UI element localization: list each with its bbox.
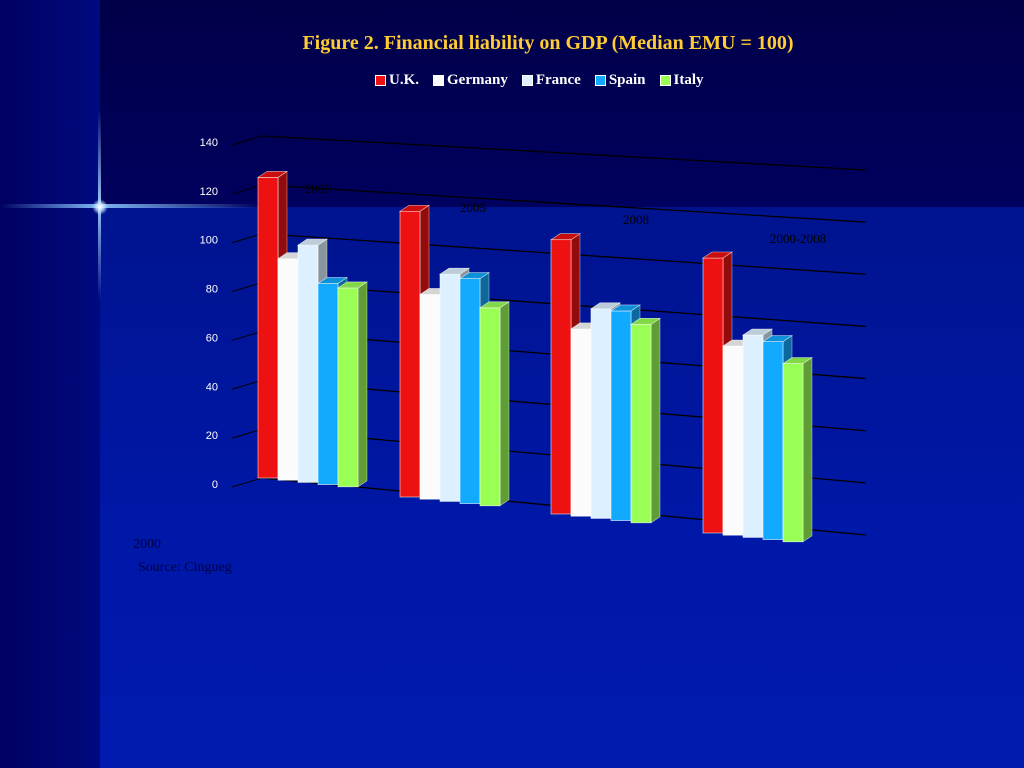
legend-item-germany: Germany (433, 72, 508, 89)
category-label: 2008 (623, 212, 649, 227)
y-tick-label: 20 (206, 430, 218, 442)
bar-france (742, 334, 764, 538)
bar-top-uk (702, 251, 733, 259)
legend-label: Italy (673, 72, 704, 88)
bar-uk (702, 257, 724, 534)
lens-flare-center (92, 199, 108, 215)
gridline-fin (231, 233, 263, 244)
footnote-year: 2000 (133, 537, 161, 552)
category-label: 2000-2008 (770, 231, 826, 246)
legend-item-france: France (521, 72, 581, 89)
chart-legend: U.K. Germany France Spain Italy (375, 72, 704, 89)
gridline-fin (231, 282, 263, 293)
bar-spain (459, 278, 481, 504)
bar-spain (317, 283, 339, 485)
legend-item-spain: Spain (594, 72, 646, 89)
y-tick-label: 40 (206, 381, 218, 393)
y-tick-label: 60 (206, 332, 218, 344)
bar-top-france (742, 328, 773, 336)
bar-uk (257, 177, 279, 479)
bar-top-spain (459, 272, 490, 279)
bar-uk (399, 210, 421, 498)
bar-top-italy (337, 281, 368, 289)
bar-top-italy (479, 301, 510, 309)
bar-germany (570, 328, 592, 517)
bar-spain (610, 310, 632, 521)
category-label: 2000 (305, 181, 331, 196)
bar-italy (337, 287, 359, 488)
bar-side-italy (499, 301, 510, 507)
bar-germany (722, 345, 744, 536)
bar-top-france (297, 238, 328, 246)
y-tick-label: 140 (200, 137, 218, 149)
y-tick-label: 0 (212, 479, 218, 491)
bar-top-spain (317, 277, 348, 284)
y-tick-label: 80 (206, 284, 218, 296)
bar-top-italy (630, 318, 661, 325)
bar-top-france (590, 302, 621, 310)
bar-top-uk (550, 233, 581, 241)
bar-uk (550, 239, 572, 515)
bar-side-italy (802, 357, 813, 543)
gridline (261, 135, 867, 171)
legend-swatch (594, 75, 606, 86)
gridline-fin (231, 330, 263, 341)
category-label: 2005 (460, 200, 486, 215)
legend-label: U.K. (389, 72, 419, 88)
legend-swatch (521, 75, 533, 86)
legend-item-uk: U.K. (375, 72, 419, 89)
bar-top-france (439, 267, 470, 275)
y-tick-label: 100 (200, 235, 218, 247)
bar-france (297, 244, 319, 483)
bar-top-uk (399, 204, 430, 212)
legend-item-italy: Italy (659, 72, 704, 89)
bar-top-uk (257, 171, 288, 178)
legend-label: Spain (608, 72, 646, 88)
bar-italy (479, 307, 501, 507)
bar-top-spain (762, 335, 793, 342)
footnote-source: Source: Cingueg (138, 560, 232, 575)
bar-top-italy (782, 357, 813, 364)
bar-side-italy (357, 281, 368, 488)
lens-flare-horizontal (0, 204, 260, 208)
legend-swatch (375, 75, 386, 86)
bar-spain (762, 341, 784, 540)
background-upper-band (100, 0, 1024, 207)
gridline (261, 184, 867, 223)
gridline-fin (231, 184, 263, 195)
bar-germany (277, 258, 299, 481)
y-tick-label: 120 (200, 186, 218, 198)
gridline-fin (231, 428, 263, 439)
background-left-panel (0, 0, 100, 768)
bar-france (439, 273, 461, 502)
bar-top-spain (610, 304, 641, 312)
gridline-fin (231, 379, 263, 390)
gridline-fin (231, 135, 263, 146)
gridline-fin (231, 477, 263, 488)
legend-label: France (535, 72, 581, 88)
legend-swatch (659, 75, 671, 86)
bar-germany (419, 294, 441, 500)
legend-label: Germany (447, 72, 508, 88)
legend-swatch (433, 75, 444, 86)
bar-italy (630, 323, 652, 524)
bar-side-italy (650, 317, 661, 524)
chart-title: Figure 2. Financial liability on GDP (Me… (302, 32, 794, 54)
bar-france (590, 308, 612, 519)
bar-italy (782, 363, 804, 543)
